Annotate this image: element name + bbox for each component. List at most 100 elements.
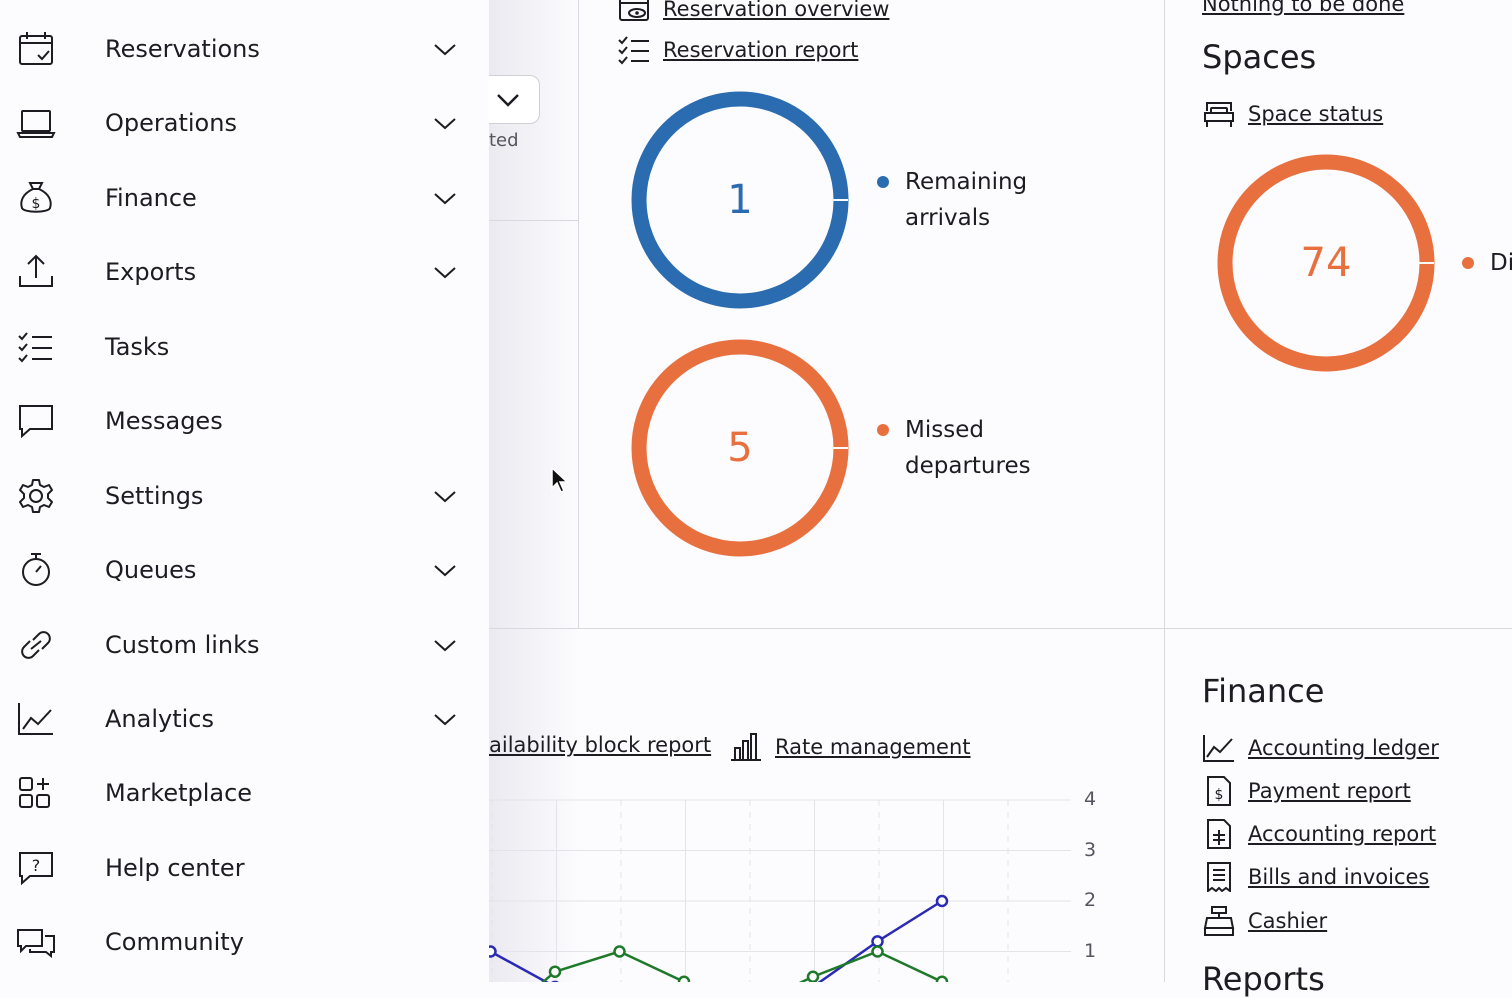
cash-register-icon — [1202, 906, 1236, 936]
nav-item-reservations[interactable]: Reservations — [0, 18, 489, 78]
nav-item-queues[interactable]: Queues — [0, 539, 489, 599]
nav-item-analytics[interactable]: Analytics — [0, 688, 489, 748]
nav-item-marketplace[interactable]: Marketplace — [0, 762, 489, 822]
dirty-spaces-legend: Di — [1462, 245, 1512, 281]
chart-point[interactable] — [615, 947, 625, 957]
dollar-document-icon: $ — [1202, 776, 1236, 806]
divider — [578, 0, 579, 628]
nav-item-label: Messages — [105, 407, 223, 435]
missed-departures-count: 5 — [630, 338, 850, 558]
chevron-down-icon — [431, 486, 459, 506]
line-chart-icon — [16, 701, 56, 737]
remaining-arrivals-legend: Remaining arrivals — [877, 164, 1065, 236]
nav-item-community[interactable]: Community — [0, 911, 489, 971]
message-icon — [16, 403, 56, 439]
reports-title: Reports — [1202, 960, 1325, 998]
chevron-down-icon — [431, 39, 459, 59]
reservation-overview-link[interactable]: Reservation overview — [617, 0, 889, 24]
nav-item-label: Tasks — [105, 333, 169, 361]
chevron-down-icon — [431, 113, 459, 133]
bar-chart-icon — [729, 732, 763, 762]
divider — [489, 628, 1512, 629]
chevron-down-icon — [431, 635, 459, 655]
svg-text:$: $ — [1215, 787, 1224, 803]
accounting-ledger-link[interactable]: Accounting ledger — [1202, 733, 1439, 763]
accounting-report-link[interactable]: Accounting report — [1202, 819, 1436, 849]
legend-dot — [1462, 257, 1474, 269]
occupancy-chart[interactable] — [489, 790, 1109, 982]
finance-title: Finance — [1202, 672, 1324, 710]
gear-icon — [16, 478, 56, 514]
chart-point[interactable] — [550, 967, 560, 977]
receipt-icon — [1202, 862, 1236, 892]
chat-bubbles-icon — [16, 924, 56, 960]
missed-departures-legend: Missed departures — [877, 412, 1065, 484]
cashier-link[interactable]: Cashier — [1202, 906, 1327, 936]
remaining-arrivals-count: 1 — [630, 90, 850, 310]
chevron-down-icon — [431, 709, 459, 729]
nav-item-help-center[interactable]: ? Help center — [0, 837, 489, 897]
nav-item-label: Marketplace — [105, 779, 252, 807]
nav-item-custom-links[interactable]: Custom links — [0, 614, 489, 674]
reservation-report-link[interactable]: Reservation report — [617, 35, 858, 65]
nav-item-label: Queues — [105, 556, 196, 584]
chevron-down-icon — [431, 188, 459, 208]
nav-item-exports[interactable]: Exports — [0, 241, 489, 301]
remaining-arrivals-donut[interactable]: 1 — [630, 90, 850, 310]
line-chart-icon — [1202, 733, 1236, 763]
dirty-spaces-donut[interactable]: 74 — [1216, 153, 1436, 373]
bills-and-invoices-link[interactable]: Bills and invoices — [1202, 862, 1429, 892]
chart-point[interactable] — [808, 972, 818, 982]
laptop-icon — [16, 105, 56, 141]
mouse-cursor-icon — [550, 467, 570, 495]
chart-point[interactable] — [937, 896, 947, 906]
svg-text:$: $ — [32, 196, 41, 212]
missed-departures-donut[interactable]: 5 — [630, 338, 850, 558]
calculator-document-icon — [1202, 819, 1236, 849]
chevron-down-icon — [431, 560, 459, 580]
chart-y-tick-label: 4 — [1084, 788, 1096, 810]
chart-point[interactable] — [873, 936, 883, 946]
nav-item-label: Reservations — [105, 35, 260, 63]
nav-item-operations[interactable]: Operations — [0, 92, 489, 152]
legend-dot — [877, 424, 889, 436]
nav-item-label: Custom links — [105, 631, 260, 659]
checklist-icon — [16, 329, 56, 365]
availability-block-report-link[interactable]: ailability block report — [489, 733, 711, 757]
chevron-down-icon — [431, 262, 459, 282]
chart-point[interactable] — [937, 977, 947, 982]
rate-management-link[interactable]: Rate management — [729, 732, 971, 762]
partial-label: ted — [489, 130, 519, 151]
chart-point[interactable] — [873, 947, 883, 957]
nav-item-label: Finance — [105, 184, 197, 212]
calendar-check-icon — [16, 31, 56, 67]
bed-icon — [1202, 99, 1236, 129]
svg-text:?: ? — [32, 856, 41, 875]
divider — [1164, 0, 1165, 982]
dashboard-main: ted Reservation overview Reservation rep… — [489, 0, 1512, 982]
chart-canvas — [489, 790, 1109, 982]
dirty-spaces-count: 74 — [1216, 153, 1436, 373]
divider — [489, 220, 578, 221]
nothing-to-be-done-link[interactable]: Nothing to be done — [1202, 0, 1404, 16]
chart-point[interactable] — [679, 977, 689, 982]
chart-point[interactable] — [489, 947, 496, 957]
link-icon — [16, 627, 56, 663]
legend-dot — [877, 176, 889, 188]
space-status-link[interactable]: Space status — [1202, 99, 1383, 129]
nav-item-settings[interactable]: Settings — [0, 465, 489, 525]
filter-dropdown[interactable] — [489, 75, 540, 124]
nav-item-label: Help center — [105, 854, 245, 882]
nav-item-tasks[interactable]: Tasks — [0, 316, 489, 376]
chevron-down-icon — [495, 90, 521, 110]
checklist-icon — [617, 35, 651, 65]
stopwatch-icon — [16, 552, 56, 588]
nav-item-finance[interactable]: $ Finance — [0, 167, 489, 227]
nav-item-label: Operations — [105, 109, 237, 137]
payment-report-link[interactable]: $ Payment report — [1202, 776, 1411, 806]
navigation-sidebar: Reservations Operations $ Finance Export… — [0, 0, 489, 982]
calendar-eye-icon — [617, 0, 651, 24]
nav-item-messages[interactable]: Messages — [0, 390, 489, 450]
money-bag-icon: $ — [16, 180, 56, 216]
chart-y-tick-label: 3 — [1084, 839, 1096, 861]
